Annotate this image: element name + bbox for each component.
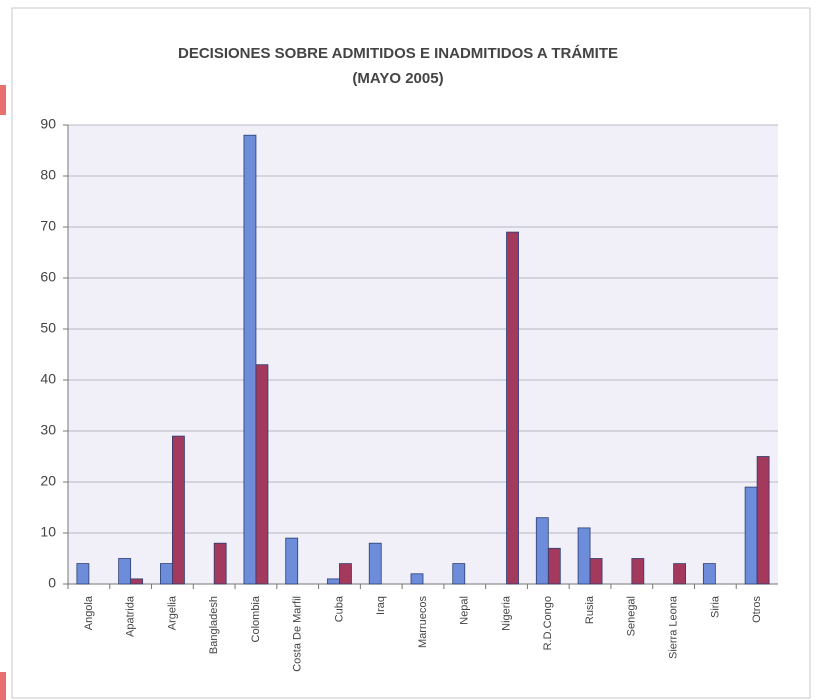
bar xyxy=(547,547,561,585)
bar xyxy=(631,558,645,585)
plot-area xyxy=(68,125,778,584)
y-tick-label: 90 xyxy=(40,116,56,132)
x-tick-label: Argelia xyxy=(166,595,178,630)
bar xyxy=(589,558,603,585)
y-tick-label: 70 xyxy=(40,218,56,234)
bar xyxy=(160,563,173,585)
bar xyxy=(756,456,770,585)
x-tick-label: Costa De Marfil xyxy=(292,596,304,672)
bar xyxy=(130,578,144,585)
bar xyxy=(368,542,382,585)
x-tick-label: Cuba xyxy=(333,595,345,622)
x-tick-label: Senegal xyxy=(626,596,638,636)
x-tick-label: Bangladesh xyxy=(208,596,220,654)
bar xyxy=(172,435,185,585)
x-tick-label: Colombia xyxy=(250,595,262,642)
bar xyxy=(255,364,269,585)
bar xyxy=(506,231,519,585)
y-tick-label: 50 xyxy=(40,320,56,336)
bar xyxy=(577,527,591,585)
x-tick-label: R.D.Congo xyxy=(542,596,554,650)
x-tick-label: Marruecos xyxy=(417,596,429,648)
x-tick-label: Sierra Leona xyxy=(667,595,679,659)
bar xyxy=(327,578,340,585)
x-tick-label: Siria xyxy=(709,595,721,618)
bar xyxy=(535,517,549,585)
bar xyxy=(673,563,686,585)
bar xyxy=(702,563,716,585)
bar xyxy=(285,537,299,585)
y-tick-label: 30 xyxy=(40,422,56,438)
x-tick-label: Apatrida xyxy=(125,595,137,637)
chart-title: DECISIONES SOBRE ADMITIDOS E INADMITIDOS… xyxy=(178,45,618,62)
bar xyxy=(744,486,758,585)
y-tick-label: 40 xyxy=(40,371,56,387)
bar xyxy=(339,563,352,585)
bar xyxy=(243,134,257,585)
x-tick-label: Otros xyxy=(751,596,763,623)
x-tick-label: Iraq xyxy=(375,596,387,615)
edge-marker xyxy=(0,672,6,700)
bar xyxy=(118,558,132,585)
x-tick-label: Nigeria xyxy=(500,595,512,631)
x-tick-label: Rusia xyxy=(584,595,596,624)
edge-marker xyxy=(0,85,6,115)
bar xyxy=(76,563,90,585)
y-tick-label: 0 xyxy=(48,575,56,591)
bar xyxy=(213,542,227,585)
bar xyxy=(452,563,466,585)
bar xyxy=(410,573,424,585)
chart-subtitle: (MAYO 2005) xyxy=(352,70,443,87)
y-tick-label: 60 xyxy=(40,269,56,285)
y-tick-label: 80 xyxy=(40,167,56,183)
y-tick-label: 20 xyxy=(40,473,56,489)
x-tick-label: Angola xyxy=(83,595,95,630)
y-tick-label: 10 xyxy=(40,524,56,540)
x-tick-label: Nepal xyxy=(459,596,471,625)
